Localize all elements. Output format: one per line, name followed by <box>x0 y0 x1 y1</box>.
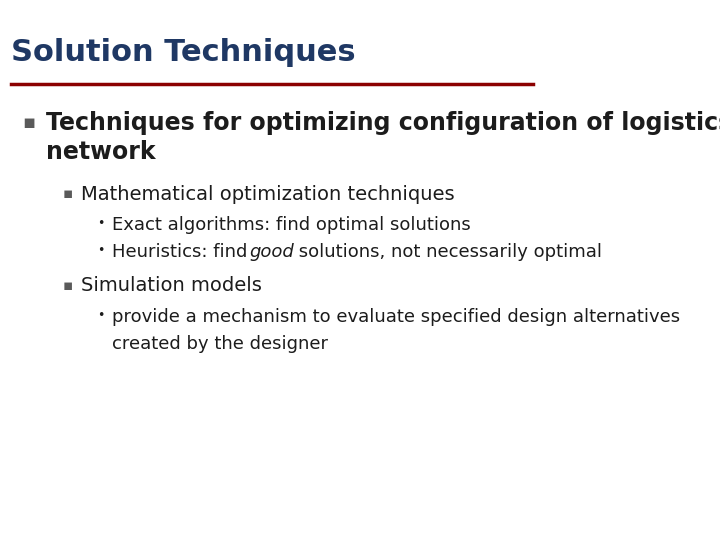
Text: •: • <box>97 217 104 230</box>
Text: good: good <box>249 243 294 261</box>
Text: •: • <box>97 244 104 257</box>
Text: ▪: ▪ <box>22 113 35 132</box>
Text: Exact algorithms: find optimal solutions: Exact algorithms: find optimal solutions <box>112 216 470 234</box>
Text: Mathematical optimization techniques: Mathematical optimization techniques <box>81 185 454 204</box>
Text: solutions, not necessarily optimal: solutions, not necessarily optimal <box>293 243 602 261</box>
Text: Simulation models: Simulation models <box>81 276 261 295</box>
Text: ▪: ▪ <box>63 186 73 201</box>
Text: provide a mechanism to evaluate specified design alternatives: provide a mechanism to evaluate specifie… <box>112 308 680 326</box>
Text: created by the designer: created by the designer <box>112 335 328 353</box>
Text: Solution Techniques: Solution Techniques <box>11 38 356 67</box>
Text: ▪: ▪ <box>63 278 73 293</box>
Text: Techniques for optimizing configuration of logistics
network: Techniques for optimizing configuration … <box>46 111 720 164</box>
Text: •: • <box>97 309 104 322</box>
Text: Heuristics: find: Heuristics: find <box>112 243 253 261</box>
